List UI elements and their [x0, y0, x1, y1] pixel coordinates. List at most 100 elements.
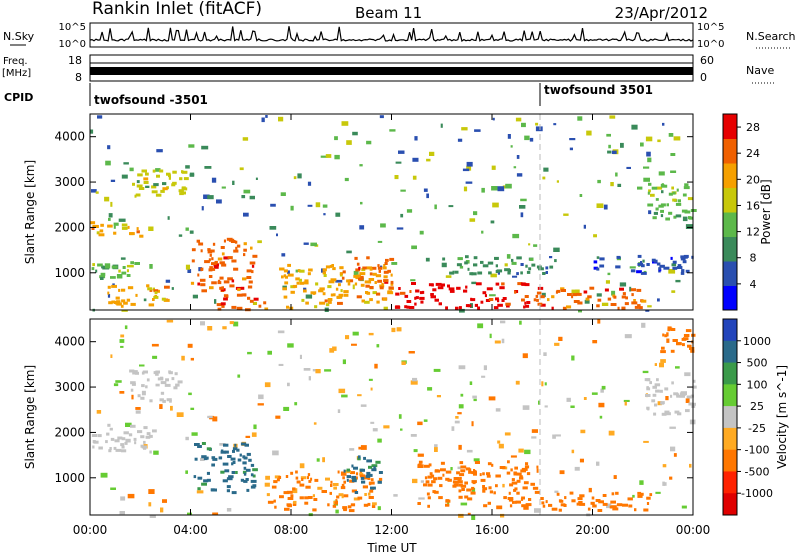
heatmap-cell	[575, 289, 580, 294]
heatmap-cell	[473, 263, 478, 267]
heatmap-cell	[641, 264, 645, 268]
heatmap-cell	[143, 177, 149, 181]
heatmap-cell	[264, 382, 271, 388]
heatmap-cell	[602, 502, 608, 506]
heatmap-cell	[629, 286, 632, 292]
heatmap-cell	[690, 209, 697, 212]
velocity-colorbar-label: Velocity [m s^-1]	[775, 365, 789, 469]
heatmap-cell	[127, 493, 135, 499]
heatmap-cell	[113, 446, 117, 450]
heatmap-cell	[281, 253, 286, 257]
heatmap-cell	[687, 344, 692, 348]
heatmap-cell	[109, 447, 112, 450]
heatmap-cell	[596, 461, 600, 466]
heatmap-cell	[682, 216, 688, 222]
cpid-panel: CPID twofsound -3501 twofsound 3501	[4, 83, 653, 107]
heatmap-cell	[617, 306, 620, 310]
heatmap-cell	[217, 257, 223, 261]
heatmap-cell	[368, 378, 373, 381]
heatmap-cell	[400, 213, 404, 218]
heatmap-cell	[675, 279, 681, 283]
heatmap-cell	[442, 257, 446, 261]
heatmap-cell	[197, 282, 201, 286]
heatmap-cell	[440, 468, 446, 472]
heatmap-cell	[352, 284, 355, 290]
heatmap-cell	[313, 422, 317, 425]
heatmap-cell	[524, 135, 530, 141]
heatmap-cell	[346, 468, 350, 472]
heatmap-cell	[570, 405, 575, 408]
heatmap-cell	[370, 486, 376, 490]
heatmap-cell	[108, 449, 112, 453]
heatmap-cell	[540, 303, 546, 307]
heatmap-cell	[621, 295, 626, 299]
colorbar-segment	[723, 261, 737, 286]
colorbar-tick-label: 24	[746, 147, 760, 160]
heatmap-cell	[674, 410, 680, 414]
heatmap-cell	[127, 225, 130, 229]
heatmap-cell	[545, 500, 548, 504]
heatmap-cell	[583, 397, 587, 400]
heatmap-cell	[348, 509, 355, 513]
heatmap-cell	[440, 461, 445, 465]
heatmap-cell	[636, 270, 642, 274]
heatmap-cell	[611, 150, 617, 154]
freq-label-2: [MHz]	[2, 68, 31, 79]
heatmap-cell	[357, 394, 362, 397]
heatmap-cell	[143, 446, 147, 450]
heatmap-cell	[126, 269, 129, 273]
heatmap-cell	[139, 234, 144, 238]
heatmap-cell	[601, 302, 609, 306]
heatmap-cell	[417, 421, 423, 426]
heatmap-cell	[242, 137, 249, 141]
heatmap-cell	[516, 491, 520, 495]
beam-title: Beam 11	[355, 4, 422, 22]
heatmap-cell	[129, 232, 135, 236]
heatmap-cell	[506, 254, 511, 259]
heatmap-cell	[423, 419, 428, 422]
heatmap-cell	[655, 389, 660, 393]
heatmap-cell	[457, 257, 463, 261]
colorbar-segment	[723, 384, 737, 407]
heatmap-cell	[458, 489, 462, 493]
heatmap-cell	[502, 297, 507, 300]
heatmap-cell	[538, 400, 541, 405]
heatmap-cell	[185, 470, 188, 474]
heatmap-cell	[396, 327, 402, 332]
heatmap-cell	[138, 187, 145, 190]
heatmap-cell	[643, 508, 649, 512]
heatmap-cell	[292, 284, 298, 288]
heatmap-cell	[124, 441, 128, 445]
heatmap-cell	[391, 262, 398, 265]
heatmap-cell	[482, 489, 486, 493]
heatmap-cell	[214, 260, 218, 264]
heatmap-cell	[460, 465, 467, 469]
heatmap-cell	[649, 493, 653, 497]
heatmap-cell	[592, 504, 597, 508]
heatmap-cell	[320, 155, 328, 158]
heatmap-cell	[579, 194, 583, 197]
heatmap-cell	[312, 291, 316, 295]
heatmap-cell	[664, 387, 668, 391]
heatmap-cell	[383, 306, 388, 310]
heatmap-cell	[692, 402, 696, 406]
heatmap-cell	[469, 381, 473, 385]
heatmap-cell	[131, 394, 134, 400]
heatmap-cell	[341, 394, 348, 398]
heatmap-cell	[350, 471, 355, 475]
heatmap-cell	[252, 301, 257, 305]
heatmap-cell	[338, 293, 344, 297]
heatmap-cell	[369, 489, 374, 493]
heatmap-cell	[123, 301, 128, 305]
heatmap-cell	[235, 246, 238, 250]
heatmap-cell	[596, 304, 600, 308]
heatmap-cell	[145, 172, 149, 176]
heatmap-cell	[589, 286, 595, 290]
heatmap-cell	[223, 297, 228, 301]
heatmap-cell	[134, 441, 137, 445]
heatmap-cell	[433, 477, 438, 481]
heatmap-cell	[121, 449, 127, 453]
heatmap-cell	[316, 458, 320, 462]
heatmap-cell	[521, 298, 525, 302]
heatmap-cell	[430, 474, 435, 478]
